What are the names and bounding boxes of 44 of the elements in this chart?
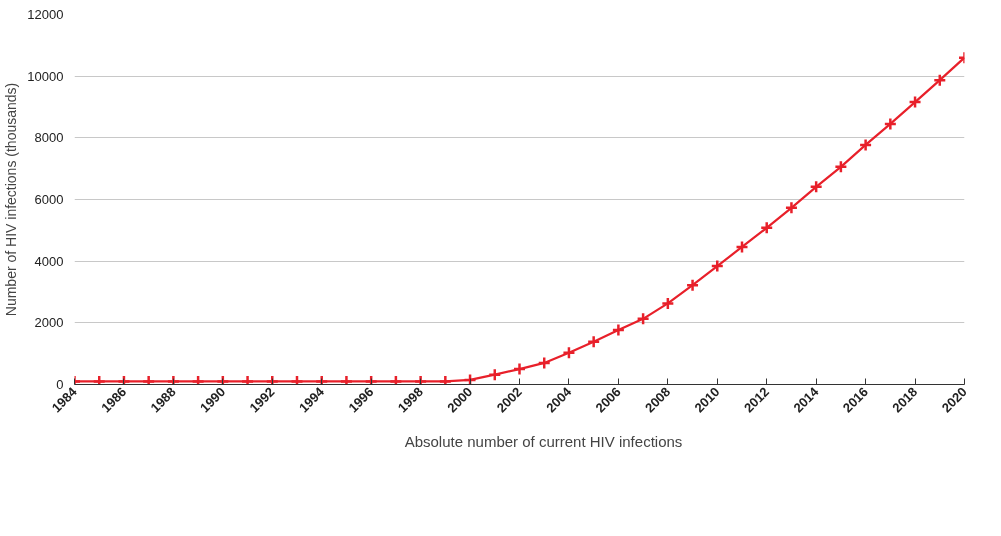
point [216, 374, 230, 385]
y-tick-label: 10000 [27, 68, 64, 84]
point [117, 374, 131, 385]
y-tick-label: 8000 [34, 130, 64, 146]
point [512, 362, 527, 376]
point [661, 296, 675, 311]
point [611, 323, 626, 337]
point [759, 221, 774, 235]
point [92, 374, 106, 385]
y-tick-label: 12000 [27, 7, 64, 22]
point [438, 374, 453, 385]
text: Absolute number of current HIV infections [404, 432, 683, 450]
point [141, 374, 156, 385]
point [191, 374, 205, 385]
point [636, 312, 650, 326]
point [240, 374, 255, 385]
point [735, 240, 749, 254]
point [265, 374, 280, 385]
y-tick-label: 6000 [34, 192, 64, 207]
y-axis-title: Number of HIV infections (thousands) [3, 82, 20, 317]
point [834, 160, 848, 174]
point [933, 73, 947, 87]
point [537, 356, 551, 370]
point [364, 374, 378, 385]
point [710, 259, 725, 273]
point [562, 345, 576, 360]
point [685, 278, 700, 292]
point [314, 374, 329, 385]
y-tick-label: 0 [56, 377, 64, 392]
point [908, 95, 922, 109]
point [784, 201, 799, 215]
point [290, 374, 304, 385]
point [339, 374, 354, 385]
point [586, 334, 601, 349]
y-tick-label: 4000 [34, 253, 64, 269]
point [463, 373, 477, 385]
point [166, 374, 181, 385]
point [883, 117, 898, 131]
point [488, 367, 502, 382]
y-tick-label: 2000 [34, 315, 64, 331]
point [389, 374, 403, 385]
point [809, 180, 823, 194]
point [858, 138, 873, 152]
point [413, 374, 428, 385]
